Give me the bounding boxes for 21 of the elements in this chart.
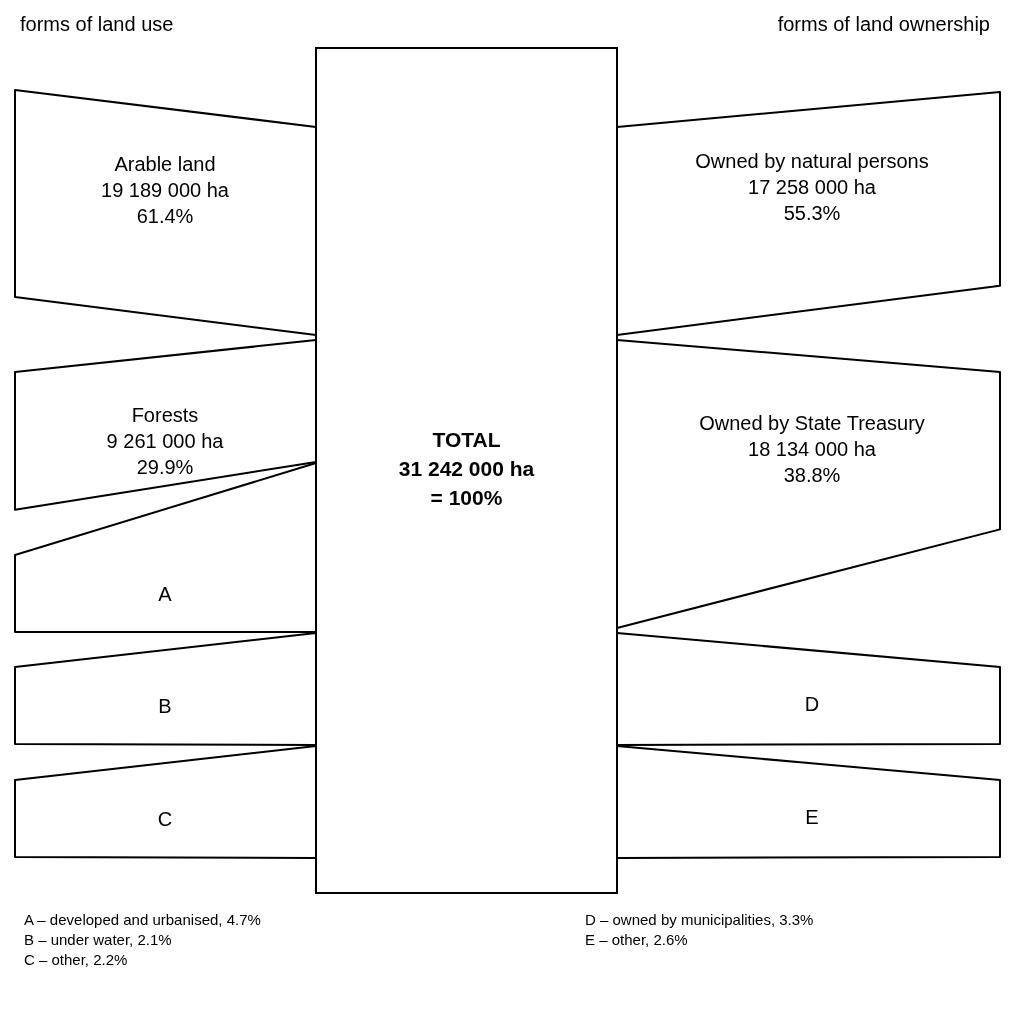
category-label: Owned by State Treasury <box>699 411 925 434</box>
category-label: B <box>158 694 172 717</box>
text: A – developed and urbanised, 4.7% <box>24 910 261 928</box>
category-label: C <box>157 807 173 830</box>
category-label: A <box>158 582 173 605</box>
text: E – other, 2.6% <box>585 930 688 948</box>
data-label: 17 258 000 ha 55.3% <box>748 175 877 224</box>
text: forms of land ownership <box>777 13 990 35</box>
text: C – other, 2.2% <box>24 950 128 968</box>
text: D – owned by municipalities, 3.3% <box>585 910 814 928</box>
category-label: Forests <box>131 403 199 426</box>
text: B – under water, 2.1% <box>24 930 172 948</box>
category-label: Arable land <box>114 153 216 175</box>
category-label: D <box>804 692 820 715</box>
data-label: 19 189 000 ha 61.4% <box>101 179 230 227</box>
category-label: E <box>805 805 819 828</box>
text: TOTAL 31 242 000 ha = 100% <box>398 427 535 509</box>
data-label: 18 134 000 ha 38.8% <box>748 437 877 486</box>
data-label: 9 261 000 ha 29.9% <box>106 429 225 478</box>
text: forms of land use <box>20 13 174 35</box>
category-label: Owned by natural persons <box>695 149 929 172</box>
